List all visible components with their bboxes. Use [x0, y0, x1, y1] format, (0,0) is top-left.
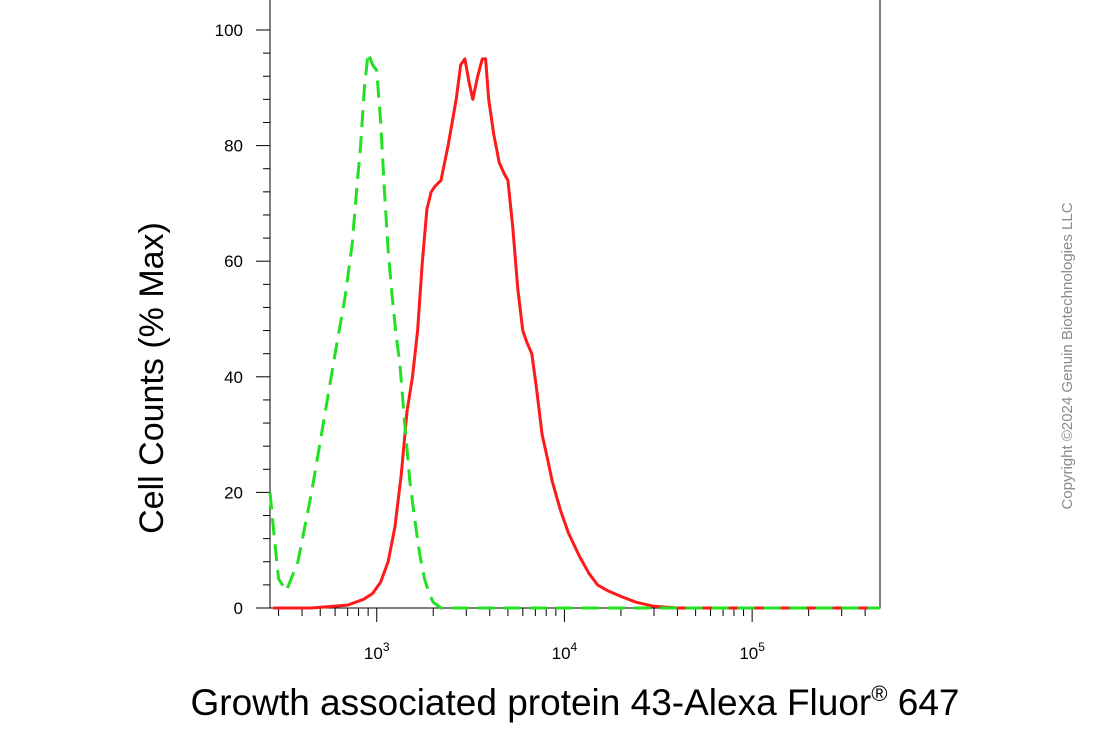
y-tick-label: 40 — [224, 368, 243, 387]
series-layer — [268, 51, 880, 610]
y-axis-title: Cell Counts (% Max) — [133, 222, 171, 534]
x-axis-ticks: 103 104 105 — [278, 608, 866, 663]
series-line-stained — [273, 57, 880, 610]
y-tick-label: 100 — [215, 21, 243, 40]
y-tick-label: 0 — [234, 599, 243, 618]
x-axis-title: Growth associated protein 43-Alexa Fluor… — [191, 681, 960, 723]
y-tick-label: 80 — [224, 137, 243, 156]
y-tick-label: 20 — [224, 483, 243, 502]
x-tick-label: 105 — [739, 640, 765, 663]
x-tick-label: 104 — [552, 640, 578, 663]
x-axis-title-superscript: ® — [871, 681, 887, 706]
series-line-control — [268, 51, 880, 610]
y-axis-ticks: 0 20 40 60 80 100 — [215, 21, 270, 618]
x-axis-title-main: Growth associated protein 43-Alexa Fluor — [191, 682, 872, 723]
x-tick-label: 103 — [364, 640, 390, 663]
y-tick-label: 60 — [224, 252, 243, 271]
x-axis-title-suffix: 647 — [887, 682, 959, 723]
plot-frame — [269, 0, 881, 609]
copyright-watermark: Copyright ©2024 Genuin Biotechnologies L… — [1059, 202, 1076, 509]
